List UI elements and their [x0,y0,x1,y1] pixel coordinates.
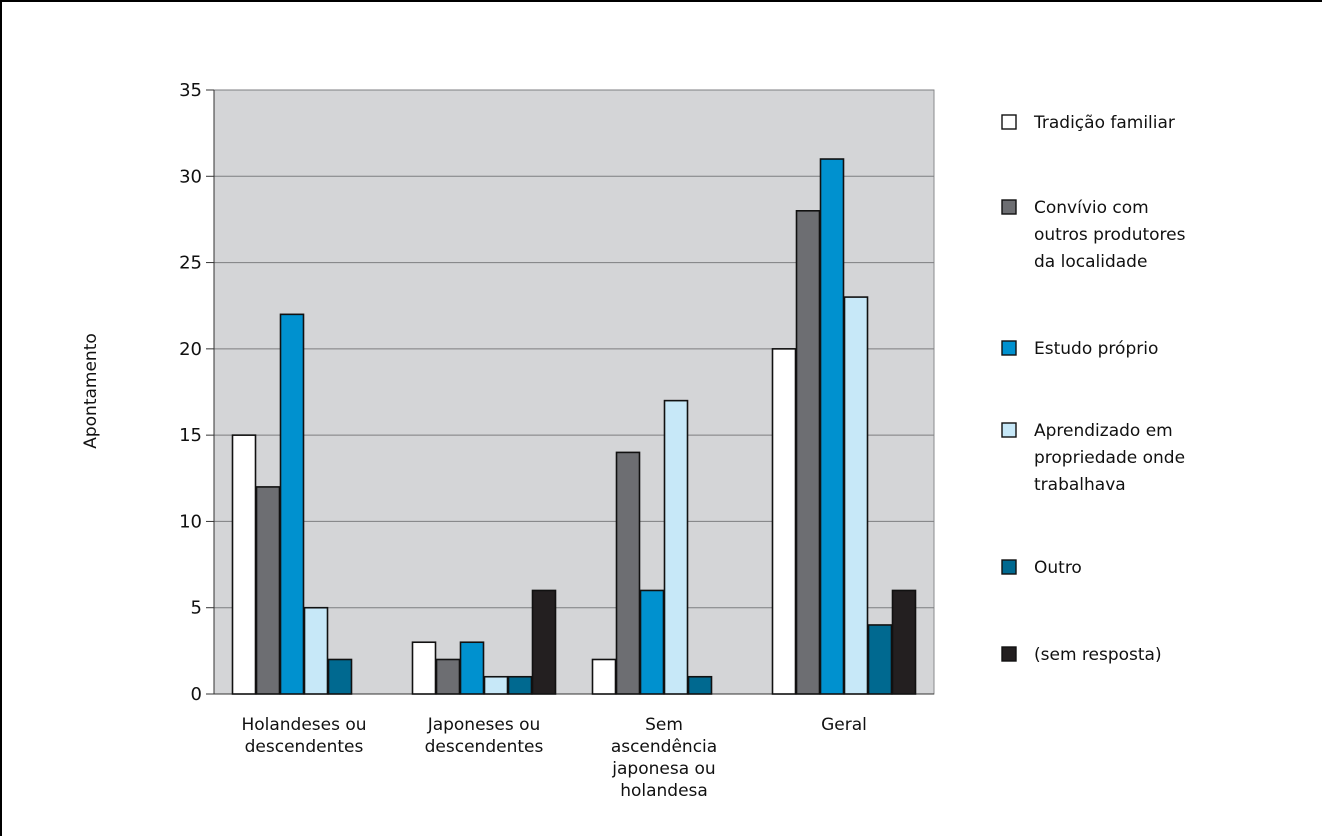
bars [231,158,917,695]
bar-4-2 [483,675,509,695]
x-category-label-line: Japoneses ou [427,715,541,735]
legend-label: Tradição familiar [1033,113,1175,133]
legend-label-line: Aprendizado em [1034,421,1173,441]
bar-6-4 [891,589,917,695]
legend-label: (sem resposta) [1034,645,1162,665]
legend-label-line: Convívio com [1034,198,1149,218]
bar-5-4 [867,624,893,695]
bar-3-2 [459,641,485,695]
bar-3-4 [819,158,845,695]
y-axis: 0 5 10 15 20 25 30 35 [179,80,934,705]
legend-label-line: Tradição familiar [1033,113,1175,133]
x-category-label-line: ascendência [611,737,717,757]
y-tick-label: 25 [179,253,202,274]
y-tick-label: 10 [179,511,202,532]
legend-swatch [1001,646,1017,662]
x-category-label-line: Holandeses ou [241,715,366,735]
legend-label-line: Outro [1034,558,1082,578]
x-category-label: Sem ascendência japonesa ou holandesa [611,715,717,801]
bar-5-1 [327,658,353,695]
legend-item: Convívio com outros produtores da localida… [1001,198,1186,272]
bar-2-1 [255,486,281,695]
y-tick-label: 20 [179,339,202,360]
legend-item: Aprendizado em propriedade onde trabalhava [1001,421,1185,495]
x-category-label-line: descendentes [245,737,364,757]
x-category-label-line: descendentes [425,737,544,757]
bar-5-3 [687,675,713,695]
x-category-label-line: japonesa ou [611,759,715,779]
bar-4-3 [663,399,689,695]
bar-4-4 [843,296,869,695]
bar-1-4 [771,348,797,695]
legend-label: Estudo próprio [1034,339,1158,359]
y-tick-label: 35 [179,80,202,101]
legend-item: Outro [1001,558,1082,578]
legend-swatch [1001,422,1017,438]
legend: Tradição familiar Convívio com outros prod… [1001,113,1186,665]
legend-item: Estudo próprio [1001,339,1158,359]
legend-label-line: outros produtores [1034,225,1186,245]
bar-5-2 [507,675,533,695]
x-category-label: Geral [821,715,867,735]
legend-label-line: propriedade onde [1034,448,1185,468]
x-category-label-line: Sem [645,715,683,735]
legend-swatch [1001,114,1017,130]
legend-label-line: Estudo próprio [1034,339,1158,359]
legend-label: Convívio com outros produtores da localida… [1034,198,1186,272]
bar-6-2 [531,589,557,695]
bar-2-3 [615,451,641,695]
legend-label: Aprendizado em propriedade onde trabalhava [1034,421,1185,495]
legend-item: Tradição familiar [1001,113,1175,133]
legend-label-line: (sem resposta) [1034,645,1162,665]
y-axis-title: Apontamento [81,333,101,449]
bar-1-3 [591,658,617,695]
bar-3-1 [279,313,305,695]
legend-item: (sem resposta) [1001,645,1162,665]
bar-1-2 [411,641,437,695]
legend-label-line: trabalhava [1034,475,1126,495]
bar-1-1 [231,434,257,695]
legend-label-line: da localidade [1034,252,1147,272]
bar-2-4 [795,210,821,695]
y-tick-label: 15 [179,425,202,446]
bar-2-2 [435,658,461,695]
legend-swatch [1001,340,1017,356]
legend-swatch [1001,559,1017,575]
bar-4-1 [303,606,329,695]
x-category-label: Japoneses ou descendentes [425,715,544,757]
x-category-label-line: Geral [821,715,867,735]
legend-swatch [1001,199,1017,215]
x-category-label: Holandeses ou descendentes [241,715,366,757]
y-tick-label: 0 [191,684,202,705]
legend-label: Outro [1034,558,1082,578]
y-tick-label: 5 [191,598,202,619]
x-category-label-line: holandesa [620,781,708,801]
y-tick-label: 30 [179,166,202,187]
bar-3-3 [639,589,665,695]
